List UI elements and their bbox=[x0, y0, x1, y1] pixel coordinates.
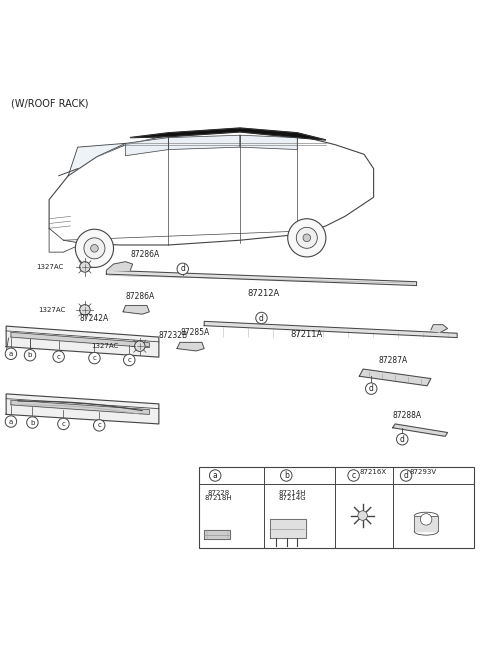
Polygon shape bbox=[431, 325, 447, 332]
Circle shape bbox=[5, 348, 17, 359]
Text: d: d bbox=[259, 313, 264, 323]
Text: b: b bbox=[284, 471, 289, 480]
Text: a: a bbox=[213, 471, 217, 480]
FancyBboxPatch shape bbox=[199, 467, 474, 548]
Text: 87288A: 87288A bbox=[393, 411, 422, 420]
Circle shape bbox=[91, 244, 98, 252]
Circle shape bbox=[400, 470, 412, 481]
Polygon shape bbox=[204, 530, 230, 539]
Text: 87286A: 87286A bbox=[125, 292, 155, 301]
Polygon shape bbox=[107, 261, 132, 270]
Polygon shape bbox=[204, 321, 457, 338]
Text: c: c bbox=[93, 355, 96, 361]
Text: a: a bbox=[9, 351, 13, 357]
Text: 1327AC: 1327AC bbox=[91, 343, 118, 349]
Polygon shape bbox=[168, 135, 240, 150]
Text: 87214G: 87214G bbox=[279, 495, 306, 501]
Text: 87212A: 87212A bbox=[248, 289, 280, 298]
Polygon shape bbox=[414, 516, 438, 532]
Text: 87218H: 87218H bbox=[204, 495, 232, 501]
Circle shape bbox=[365, 383, 377, 394]
Circle shape bbox=[256, 312, 267, 324]
Text: d: d bbox=[180, 264, 185, 273]
Polygon shape bbox=[123, 306, 149, 314]
Text: (W/ROOF RACK): (W/ROOF RACK) bbox=[11, 99, 88, 108]
Text: a: a bbox=[9, 419, 13, 424]
Polygon shape bbox=[11, 332, 149, 348]
Text: 87287A: 87287A bbox=[378, 356, 408, 365]
Circle shape bbox=[303, 234, 311, 242]
Text: c: c bbox=[57, 353, 60, 359]
Text: 87242A: 87242A bbox=[80, 314, 109, 323]
Text: d: d bbox=[400, 435, 405, 443]
Text: b: b bbox=[30, 420, 35, 426]
Polygon shape bbox=[6, 326, 159, 357]
Circle shape bbox=[58, 419, 69, 430]
Circle shape bbox=[80, 305, 90, 315]
Text: 87232B: 87232B bbox=[159, 331, 188, 340]
Circle shape bbox=[134, 341, 145, 351]
Circle shape bbox=[84, 238, 105, 259]
Polygon shape bbox=[6, 394, 159, 424]
Text: c: c bbox=[351, 471, 356, 480]
Text: 87285A: 87285A bbox=[180, 328, 210, 337]
Circle shape bbox=[288, 219, 326, 257]
Circle shape bbox=[358, 510, 367, 520]
Text: 87286A: 87286A bbox=[130, 250, 159, 259]
Circle shape bbox=[27, 417, 38, 428]
Circle shape bbox=[5, 416, 17, 427]
Polygon shape bbox=[240, 135, 297, 150]
Circle shape bbox=[209, 470, 221, 481]
Circle shape bbox=[123, 354, 135, 366]
Polygon shape bbox=[49, 131, 373, 252]
Circle shape bbox=[348, 470, 360, 481]
Text: 87228: 87228 bbox=[207, 490, 229, 496]
Circle shape bbox=[94, 420, 105, 431]
Polygon shape bbox=[130, 128, 326, 140]
Polygon shape bbox=[393, 424, 447, 436]
Polygon shape bbox=[68, 143, 125, 176]
Circle shape bbox=[420, 514, 432, 525]
Polygon shape bbox=[107, 270, 417, 286]
Polygon shape bbox=[125, 137, 168, 156]
Circle shape bbox=[53, 351, 64, 363]
Circle shape bbox=[296, 227, 317, 248]
Circle shape bbox=[281, 470, 292, 481]
Polygon shape bbox=[360, 369, 431, 386]
Circle shape bbox=[177, 263, 189, 275]
Text: c: c bbox=[61, 421, 65, 427]
Polygon shape bbox=[270, 520, 306, 539]
Text: c: c bbox=[127, 357, 131, 363]
Text: 1327AC: 1327AC bbox=[38, 307, 66, 313]
Text: 87211A: 87211A bbox=[291, 330, 323, 340]
Text: b: b bbox=[28, 352, 32, 358]
Circle shape bbox=[396, 434, 408, 445]
Text: 87216X: 87216X bbox=[360, 468, 386, 474]
Circle shape bbox=[75, 229, 114, 267]
Text: 87293V: 87293V bbox=[409, 468, 436, 474]
Text: d: d bbox=[404, 471, 408, 480]
Circle shape bbox=[80, 261, 90, 272]
Polygon shape bbox=[49, 228, 83, 252]
Polygon shape bbox=[11, 400, 149, 415]
Circle shape bbox=[24, 350, 36, 361]
Circle shape bbox=[89, 352, 100, 364]
Polygon shape bbox=[177, 342, 204, 351]
Text: 1327AC: 1327AC bbox=[36, 264, 63, 270]
Text: 87214H: 87214H bbox=[279, 490, 306, 496]
Text: d: d bbox=[369, 384, 373, 393]
Text: c: c bbox=[97, 422, 101, 428]
